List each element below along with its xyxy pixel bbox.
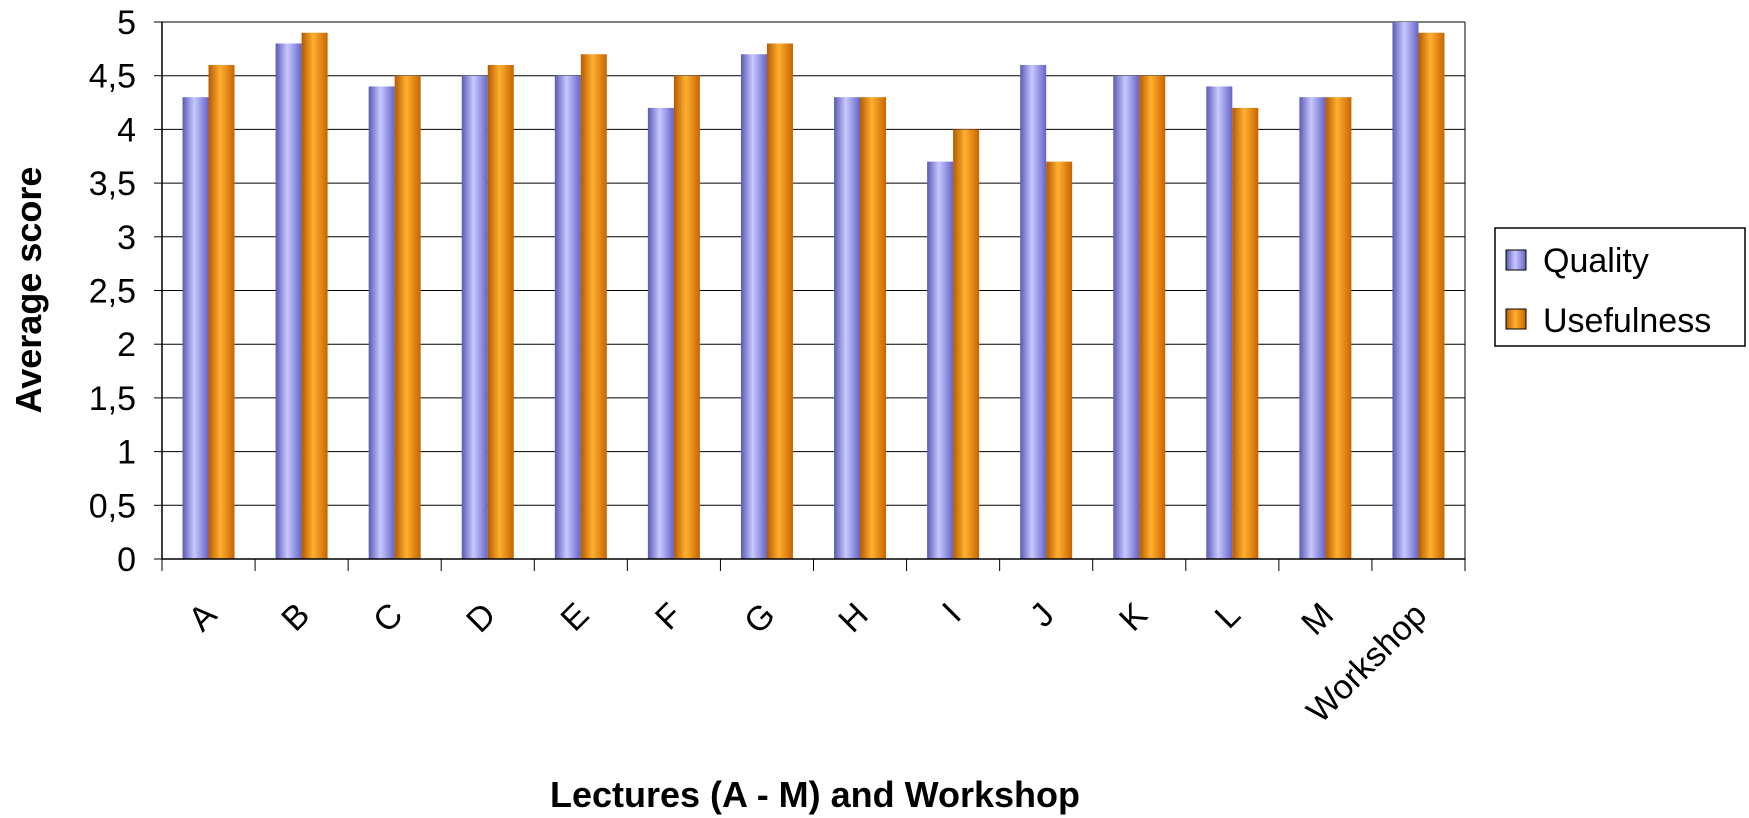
bar-quality-k [1113, 75, 1140, 559]
y-tick-label: 0 [117, 541, 136, 579]
legend-swatch-quality [1505, 249, 1527, 271]
y-axis-title: Average score [8, 167, 49, 414]
y-tick-label: 3,5 [89, 165, 136, 203]
bar-quality-a [182, 97, 209, 560]
bar-usefulness-d [487, 64, 514, 560]
bar-usefulness-l [1232, 107, 1259, 560]
bar-quality-l [1206, 86, 1233, 559]
bar-quality-i [927, 161, 954, 559]
y-tick-label: 3 [117, 219, 136, 257]
legend-label-quality: Quality [1543, 242, 1649, 280]
bar-usefulness-g [766, 43, 793, 560]
y-tick-label: 4 [117, 111, 136, 149]
y-tick-label: 4,5 [89, 58, 136, 96]
x-tick-label: G [737, 596, 783, 642]
y-tick-label: 1 [117, 434, 136, 472]
bar-usefulness-h [860, 97, 887, 560]
x-tick-label: K [1112, 596, 1155, 639]
y-tick-label: 5 [117, 4, 136, 42]
x-tick-label: E [554, 596, 597, 639]
gridlines [162, 21, 1465, 560]
x-tick-label: I [935, 596, 969, 630]
bar-usefulness-workshop [1418, 32, 1445, 560]
x-tick-label: D [459, 596, 503, 640]
bar-quality-g [740, 54, 767, 559]
bar-usefulness-f [673, 75, 700, 559]
bar-quality-b [275, 43, 302, 560]
x-tick-label: A [181, 596, 224, 639]
bar-usefulness-m [1325, 97, 1352, 560]
x-tick-label: L [1208, 596, 1248, 636]
bar-usefulness-j [1046, 161, 1073, 559]
bar-quality-d [461, 75, 488, 559]
legend-box [1494, 227, 1746, 347]
bar-quality-m [1299, 97, 1326, 560]
x-tick-label: H [831, 596, 875, 640]
x-tick-label: M [1294, 596, 1341, 643]
bar-quality-j [1020, 64, 1047, 560]
x-tick-label: C [366, 596, 410, 640]
x-tick-label: F [648, 596, 690, 638]
x-tick-label: J [1023, 596, 1062, 635]
bar-usefulness-b [301, 32, 328, 560]
bar-usefulness-e [580, 54, 607, 559]
bar-usefulness-i [953, 129, 980, 559]
bars [182, 22, 1445, 560]
bar-quality-f [647, 107, 674, 560]
y-tick-label: 2 [117, 326, 136, 364]
bar-quality-h [834, 97, 861, 560]
bar-usefulness-c [394, 75, 421, 559]
legend-label-usefulness: Usefulness [1543, 302, 1711, 340]
x-tick-label: B [274, 596, 317, 639]
bar-quality-workshop [1392, 22, 1419, 559]
bar-usefulness-a [208, 64, 235, 560]
y-tick-label: 1,5 [89, 380, 136, 418]
bar-usefulness-k [1139, 75, 1166, 559]
y-tick-label: 2,5 [89, 273, 136, 311]
y-axis-tick-labels: 0 0,5 1 1,5 2 2,5 3 3,5 4 4,5 5 [89, 4, 162, 579]
x-axis-title: Lectures (A - M) and Workshop [550, 774, 1080, 815]
y-tick-label: 0,5 [89, 487, 136, 525]
legend-swatch-usefulness [1505, 308, 1527, 330]
legend: Quality Usefulness [1494, 227, 1746, 347]
bar-quality-c [368, 86, 395, 559]
bar-quality-e [554, 75, 581, 559]
